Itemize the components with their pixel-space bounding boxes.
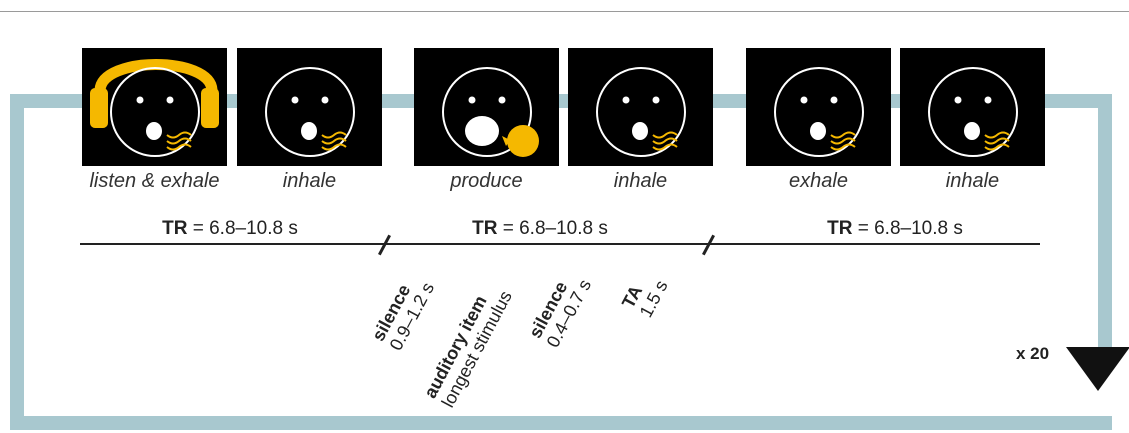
tr-label-2: TR = 6.8–10.8 s xyxy=(430,218,650,240)
timeline-break-1 xyxy=(378,234,391,256)
down-arrow-icon xyxy=(1066,347,1129,391)
caption-inhale-3: inhale xyxy=(945,170,1000,192)
tr-duration: = 6.8–10.8 s xyxy=(497,218,608,239)
panel-inhale-1 xyxy=(237,48,382,166)
caption-inhale-1: inhale xyxy=(282,170,337,192)
caption-exhale: exhale xyxy=(789,170,848,192)
phase-auditory-item: auditory item longest stimulus xyxy=(420,278,516,410)
phase-silence-1: silence 0.9–1.2 s xyxy=(368,270,438,354)
panel-inhale-3 xyxy=(900,48,1045,166)
panel-inhale-2 xyxy=(568,48,713,166)
tr-label-1: TR = 6.8–10.8 s xyxy=(120,218,340,240)
phase-silence-2: silence 0.4–0.7 s xyxy=(525,267,595,351)
tr-label-3: TR = 6.8–10.8 s xyxy=(785,218,1005,240)
timeline-axis xyxy=(80,243,1040,245)
repeat-count: x 20 xyxy=(1016,344,1050,363)
caption-listen-exhale: listen & exhale xyxy=(89,170,220,192)
timeline-break-2 xyxy=(702,234,715,256)
caption-inhale-2: inhale xyxy=(613,170,668,192)
panel-listen-exhale xyxy=(82,48,227,166)
panel-exhale xyxy=(746,48,891,166)
tr-abbrev: TR xyxy=(472,218,498,239)
caption-produce: produce xyxy=(450,170,523,192)
tr-duration: = 6.8–10.8 s xyxy=(187,218,298,239)
panel-produce xyxy=(414,48,559,166)
loop-frame-left xyxy=(10,94,24,430)
tr-abbrev: TR xyxy=(162,218,188,239)
top-rule xyxy=(0,11,1129,12)
tr-duration: = 6.8–10.8 s xyxy=(852,218,963,239)
tr-abbrev: TR xyxy=(827,218,853,239)
loop-frame-right xyxy=(1098,94,1112,364)
loop-frame-bottom xyxy=(10,416,1112,430)
phase-ta: TA 1.5 s xyxy=(618,268,672,321)
